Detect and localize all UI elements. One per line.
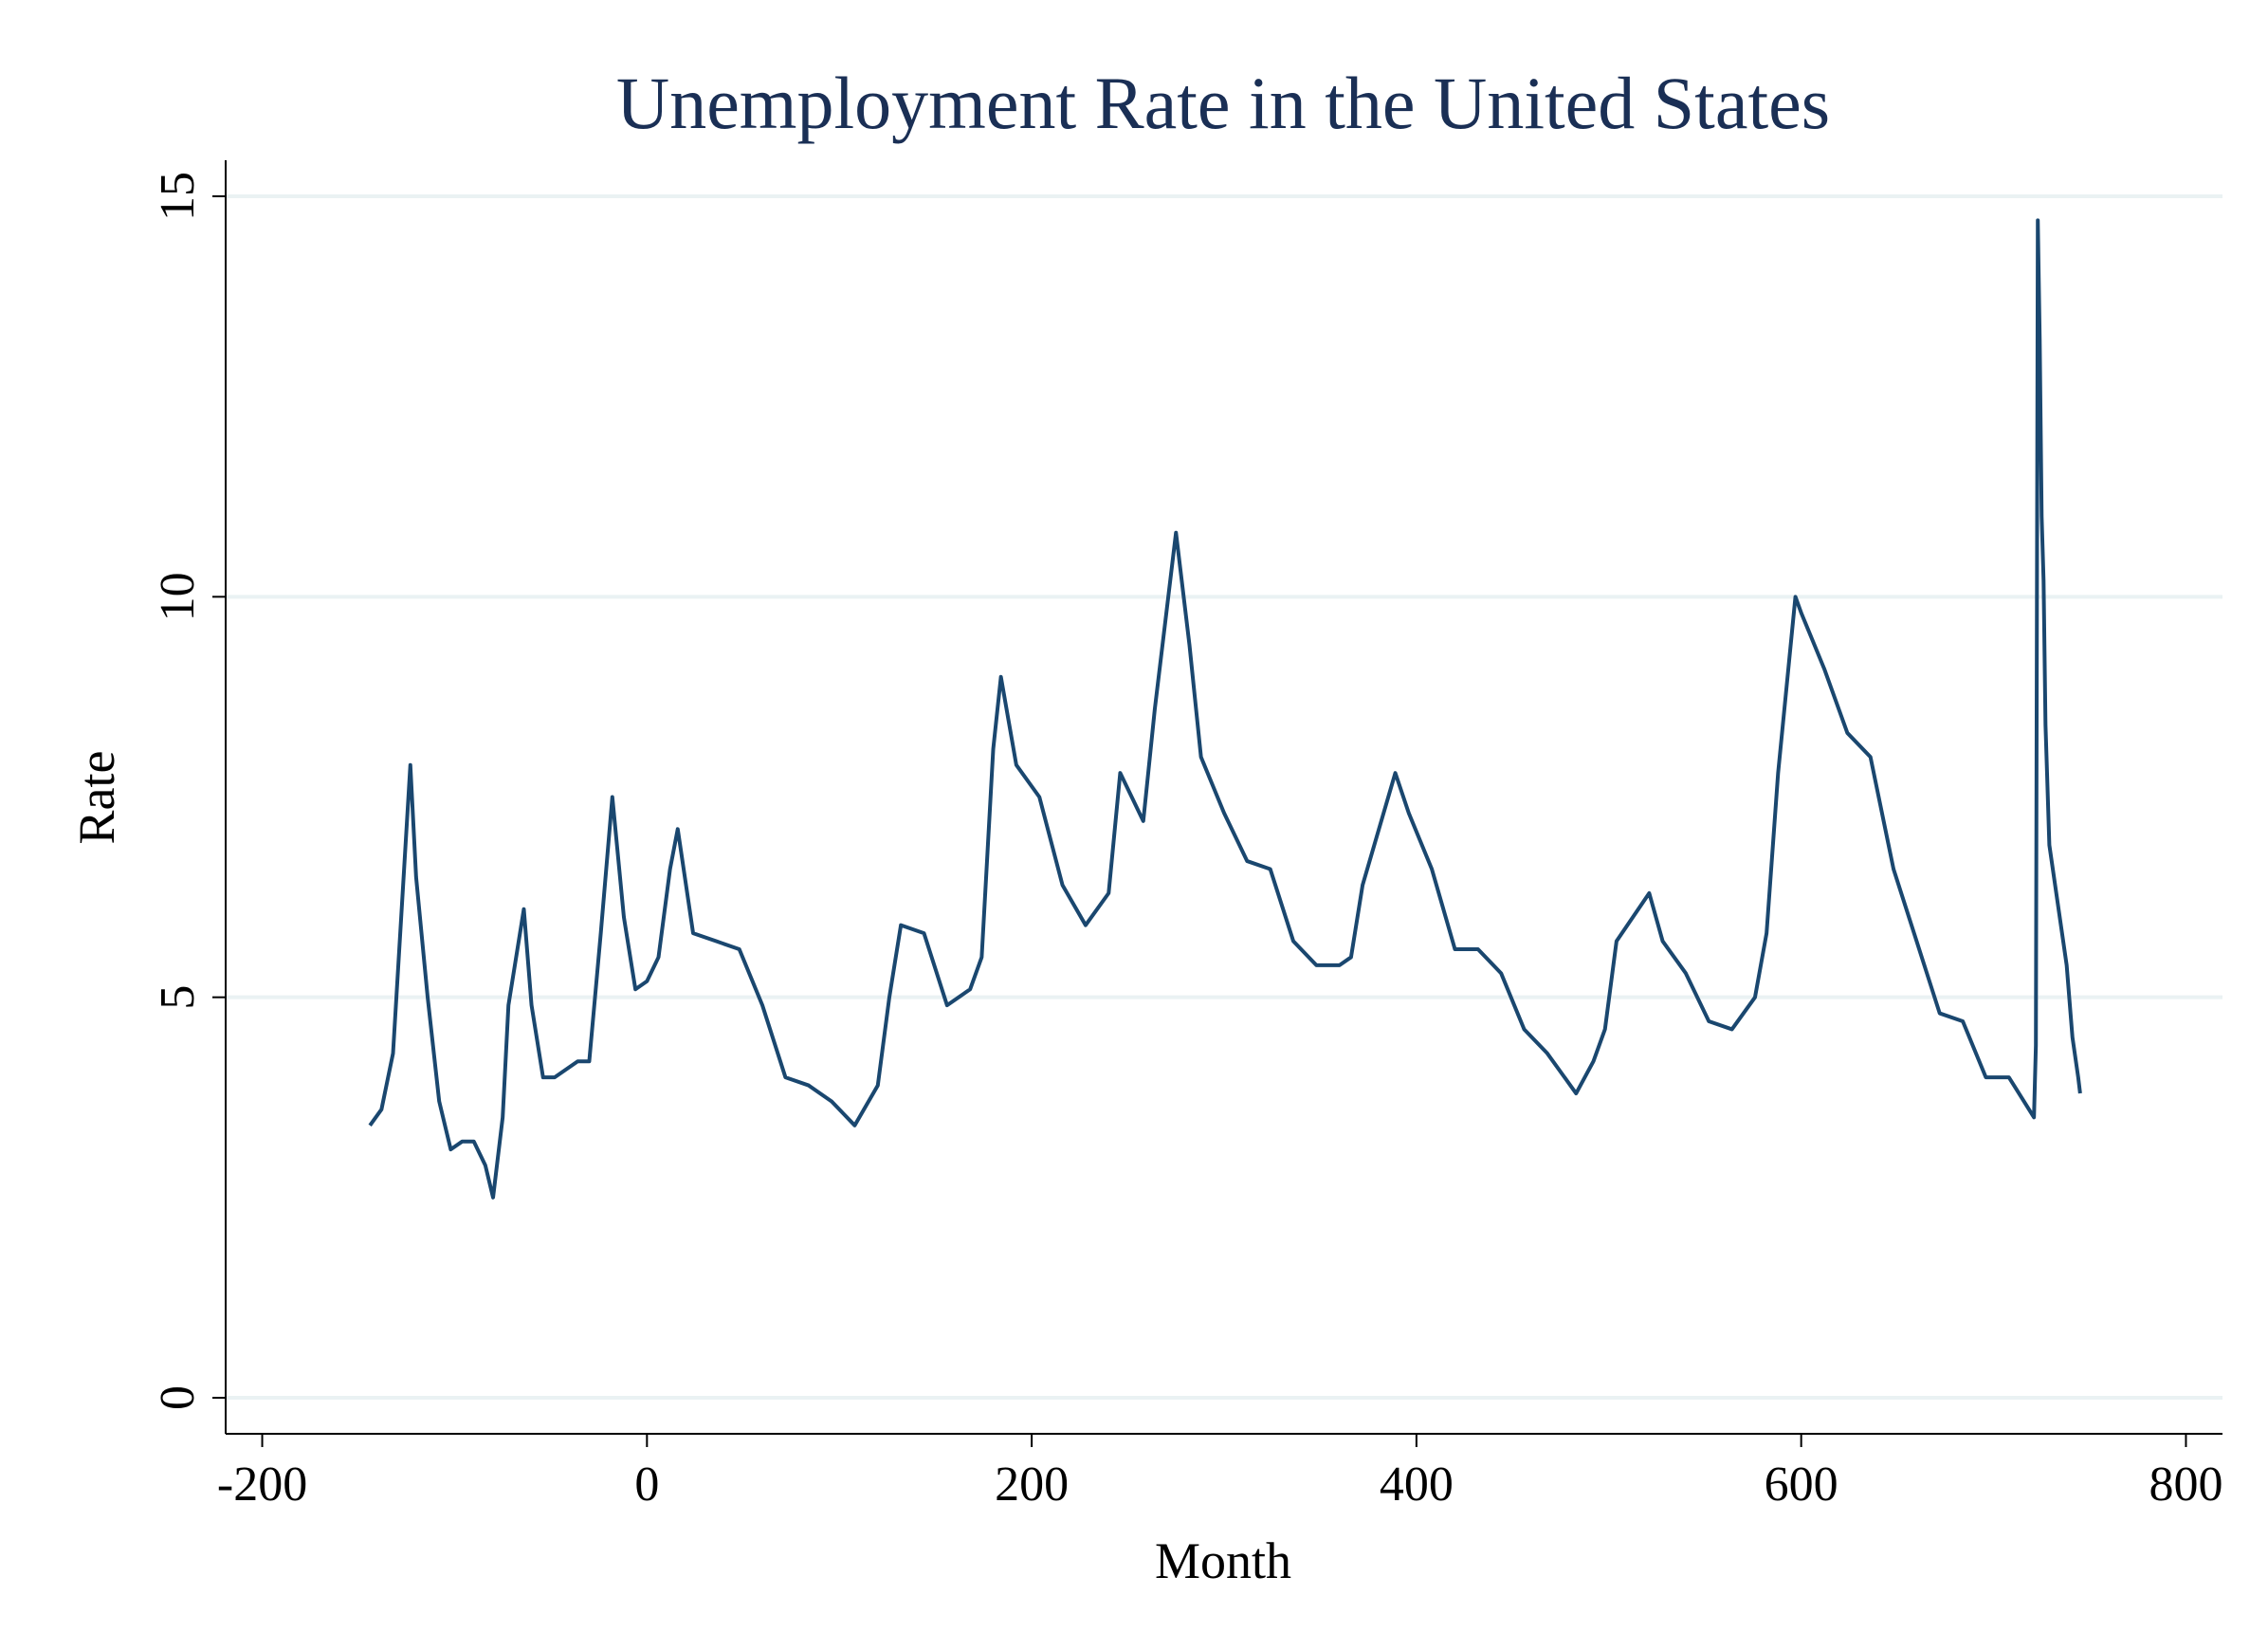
y-tick-label: 15 xyxy=(151,172,205,221)
x-tick-label: -200 xyxy=(217,1458,307,1512)
x-tick-label: 200 xyxy=(995,1458,1069,1512)
x-tick-label: 400 xyxy=(1380,1458,1454,1512)
y-tick-label: 0 xyxy=(151,1385,205,1410)
chart-title: Unemployment Rate in the United States xyxy=(616,62,1830,144)
x-tick-label: 600 xyxy=(1765,1458,1838,1512)
y-axis-label: Rate xyxy=(68,751,125,845)
x-tick-label: 800 xyxy=(2149,1458,2222,1512)
data-line xyxy=(368,218,2082,1200)
x-tick-label: 0 xyxy=(634,1458,659,1512)
x-axis-label: Month xyxy=(1155,1532,1291,1589)
y-tick-label: 10 xyxy=(151,572,205,621)
y-tick-label: 5 xyxy=(151,985,205,1010)
